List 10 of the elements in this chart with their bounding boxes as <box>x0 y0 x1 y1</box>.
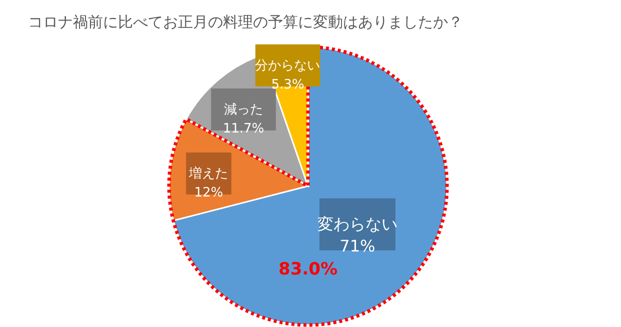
chart-title: コロナ禍前に比べてお正月の料理の予算に変動はありましたか？ <box>28 13 463 31</box>
slice-label: 減った <box>224 102 263 118</box>
data-label: 11.7% <box>222 121 264 136</box>
data-label: 71% <box>340 236 376 256</box>
slice-label: 変わらない <box>317 214 398 234</box>
slice-label: 増えた <box>188 165 228 182</box>
data-label: 5.3% <box>271 77 304 92</box>
data-label: 12% <box>194 185 224 200</box>
text: 83.0% <box>278 259 338 280</box>
slice-label: 分からない <box>255 58 320 74</box>
